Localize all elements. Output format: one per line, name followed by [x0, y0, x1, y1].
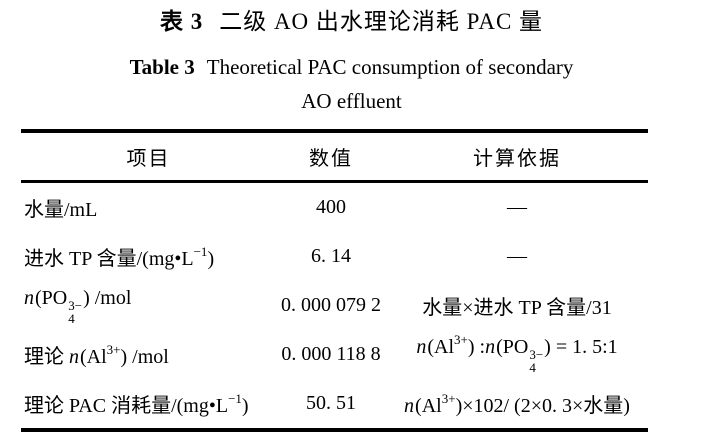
cell-basis: n(Al3+)×102/ (2×0. 3×水量): [404, 391, 630, 417]
header-value: 数值: [276, 131, 386, 183]
cell-item: 水量/mL: [24, 199, 98, 221]
caption-zh-title: 二级 AO 出水理论消耗 PAC 量: [219, 9, 544, 34]
caption-en-label: Table 3: [129, 55, 195, 79]
cell-basis: n(Al3+) :n(PO 3− 4) = 1. 5:1: [416, 331, 618, 375]
caption-zh: 表 3 二级 AO 出水理论消耗 PAC 量: [0, 8, 703, 35]
table-row: 水量/mL 400 —: [21, 182, 648, 233]
cell-item: 理论 PAC 消耗量/(mg•L−1): [24, 391, 249, 417]
table-row: 进水 TP 含量/(mg•L−1) 6. 14 —: [21, 232, 648, 281]
data-table: 项目 数值 计算依据 水量/mL 400 — 进水 TP 含量/(mg•L−1)…: [21, 129, 648, 432]
header-basis: 计算依据: [386, 131, 648, 183]
table-caption: 表 3 二级 AO 出水理论消耗 PAC 量 Table 3 Theoretical…: [0, 8, 703, 114]
cell-item: n(PO 3− 4) /mol: [24, 286, 132, 326]
cell-value: 400: [316, 196, 346, 218]
cell-value: 50. 51: [306, 392, 356, 414]
cell-value: 0. 000 118 8: [281, 343, 381, 365]
stacked-script: 3− 4: [529, 346, 544, 375]
cell-value: 6. 14: [311, 245, 351, 267]
cell-item: 理论 n(Al3+) /mol: [24, 342, 169, 368]
header-item: 项目: [21, 131, 276, 183]
table-row: 理论 PAC 消耗量/(mg•L−1) 50. 51 n(Al3+)×102/ …: [21, 379, 648, 430]
table-header: 项目 数值 计算依据: [21, 131, 648, 183]
cell-item: 进水 TP 含量/(mg•L−1): [24, 244, 215, 270]
table-row: 理论 n(Al3+) /mol 0. 000 118 8 n(Al3+) :n(…: [21, 330, 648, 379]
caption-zh-label: 表 3: [159, 9, 204, 34]
cell-basis: —: [507, 196, 527, 218]
cell-basis: 水量×进水 TP 含量/31: [422, 297, 612, 319]
caption-en-line2: AO effluent: [301, 89, 402, 113]
caption-en-title: Theoretical PAC consumption of secondary: [206, 55, 574, 79]
table-row: n(PO 3− 4) /mol 0. 000 079 2 水量×进水 TP 含量/3…: [21, 281, 648, 330]
header-row: 项目 数值 计算依据: [21, 131, 648, 183]
cell-value: 0. 000 079 2: [281, 294, 381, 316]
caption-en-line1: Table 3 Theoretical PAC consumption of se…: [0, 54, 703, 80]
stacked-script: 3− 4: [68, 297, 83, 326]
table-body: 水量/mL 400 — 进水 TP 含量/(mg•L−1) 6. 14 — n(…: [21, 182, 648, 431]
cell-basis: —: [507, 245, 527, 267]
